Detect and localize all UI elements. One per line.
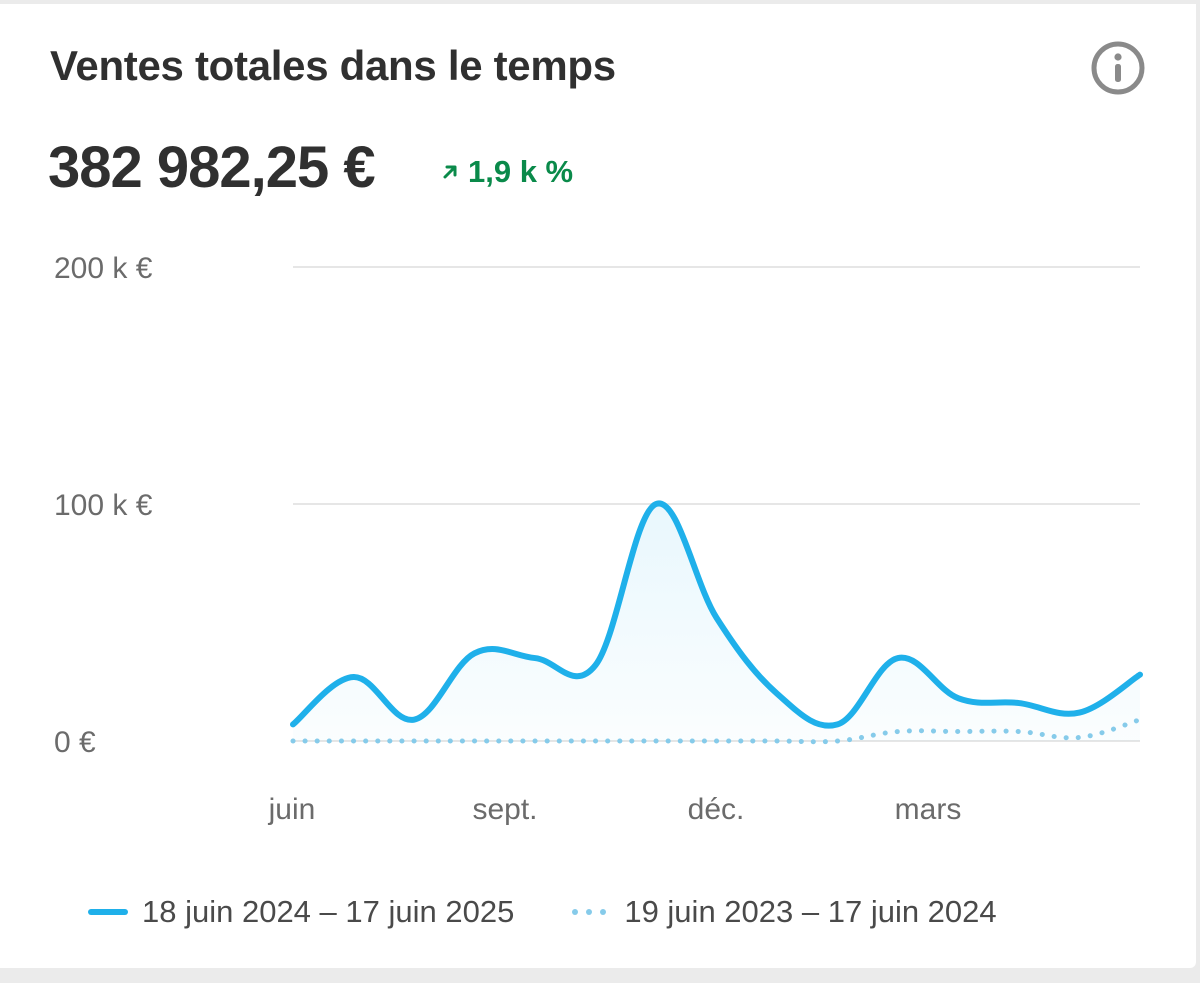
sales-card: Ventes totales dans le temps 382 982,25 …	[0, 4, 1196, 968]
series-line-previous[interactable]	[290, 717, 1143, 745]
legend-item-previous[interactable]: 19 juin 2023 – 17 juin 2024	[570, 894, 997, 930]
chart-legend: 18 juin 2024 – 17 juin 2025 19 juin 2023…	[88, 894, 1053, 930]
legend-label-previous: 19 juin 2023 – 17 juin 2024	[624, 894, 997, 929]
legend-item-current[interactable]: 18 juin 2024 – 17 juin 2025	[88, 894, 514, 930]
x-tick-label: déc.	[688, 793, 745, 826]
y-tick-label: 200 k €	[54, 252, 153, 285]
x-tick-label: sept.	[472, 793, 537, 826]
delta-badge: 1,9 k %	[440, 154, 573, 190]
y-tick-label: 100 k €	[54, 489, 153, 522]
series-line-current[interactable]	[290, 500, 1143, 729]
arrow-up-right-icon	[443, 165, 457, 179]
dotted-line-swatch-icon	[572, 909, 607, 915]
info-button[interactable]	[1090, 40, 1146, 96]
x-tick-label: juin	[268, 793, 316, 826]
info-circle-icon	[1091, 41, 1145, 95]
sales-line-chart: 200 k € 100 k € 0 € juin sept. déc. mars	[54, 252, 1143, 826]
legend-label-current: 18 juin 2024 – 17 juin 2025	[142, 894, 515, 929]
total-sales-value: 382 982,25 €	[48, 135, 376, 200]
card-title: Ventes totales dans le temps	[50, 42, 616, 89]
delta-value: 1,9 k %	[468, 154, 574, 189]
x-tick-label: mars	[895, 793, 962, 826]
solid-line-swatch-icon	[88, 909, 128, 915]
y-tick-label: 0 €	[54, 726, 96, 759]
